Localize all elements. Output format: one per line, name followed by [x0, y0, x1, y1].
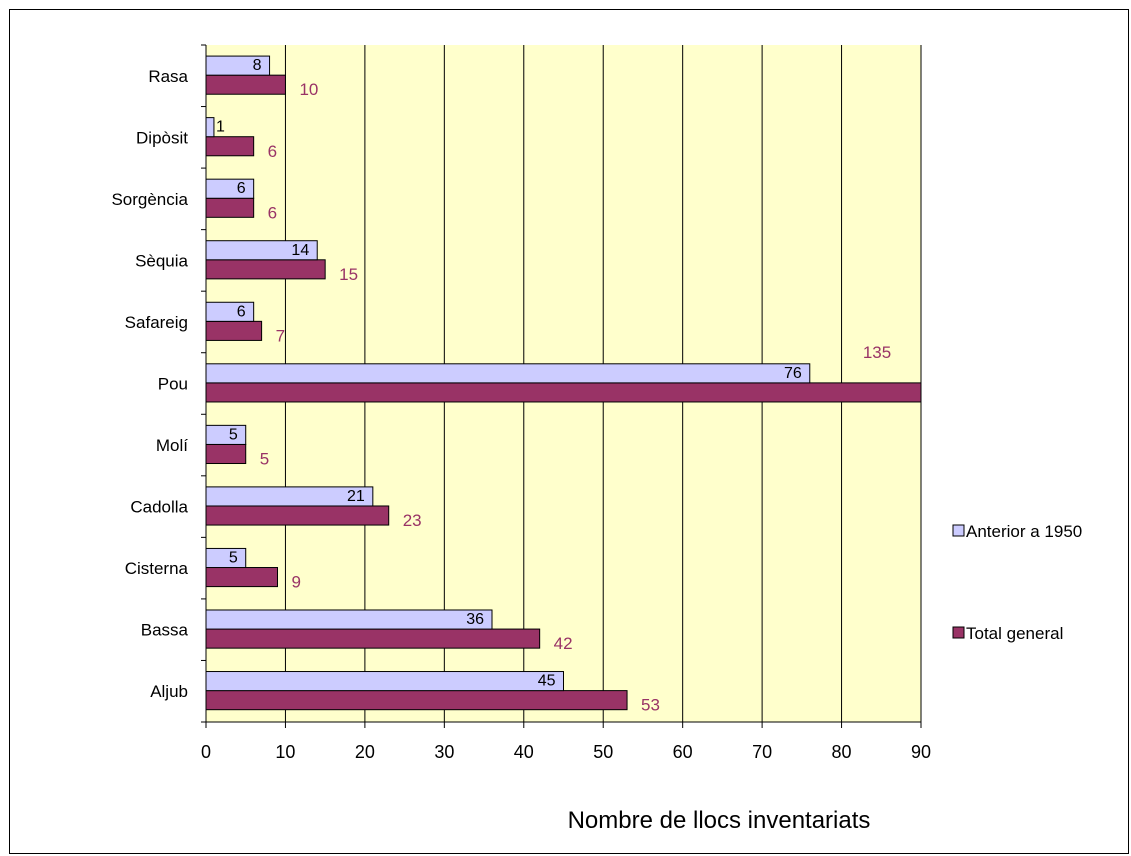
- bar-anterior-1950[interactable]: [206, 672, 564, 691]
- value-label-total: 15: [339, 265, 358, 284]
- value-label-anterior: 5: [229, 550, 238, 567]
- bar-total-general[interactable]: [206, 75, 285, 94]
- value-label-total: 6: [268, 142, 277, 161]
- legend-item-total-swatch: [953, 627, 964, 638]
- bar-anterior-1950[interactable]: [206, 548, 246, 567]
- category-label: Cadolla: [130, 498, 188, 517]
- x-tick-label: 10: [275, 742, 295, 762]
- value-label-anterior: 76: [784, 365, 802, 382]
- category-label: Bassa: [141, 621, 189, 640]
- category-label: Molí: [156, 436, 188, 455]
- bar-total-general[interactable]: [206, 321, 262, 340]
- category-label: Cisterna: [125, 559, 189, 578]
- bar-total-general[interactable]: [206, 137, 254, 156]
- x-tick-label: 50: [593, 742, 613, 762]
- value-label-total: 10: [299, 80, 318, 99]
- x-tick-label: 20: [355, 742, 375, 762]
- bar-total-general[interactable]: [206, 383, 921, 402]
- x-tick-label: 30: [434, 742, 454, 762]
- value-label-anterior: 8: [253, 57, 262, 74]
- bar-anterior-1950[interactable]: [206, 364, 810, 383]
- value-label-anterior: 6: [237, 303, 246, 320]
- category-label: Sorgència: [111, 190, 188, 209]
- value-label-anterior: 6: [237, 180, 246, 197]
- x-tick-label: 0: [201, 742, 211, 762]
- legend-item-anterior-label: Anterior a 1950: [966, 522, 1082, 541]
- value-label-total: 42: [554, 634, 573, 653]
- category-label: Pou: [158, 375, 188, 394]
- x-tick-label: 90: [911, 742, 931, 762]
- value-label-anterior: 14: [291, 242, 309, 259]
- value-label-total: 9: [292, 573, 301, 592]
- category-label: Safareig: [125, 313, 188, 332]
- value-label-anterior: 5: [229, 426, 238, 443]
- x-axis-title: Nombre de llocs inventariats: [568, 807, 871, 834]
- x-tick-label: 70: [752, 742, 772, 762]
- bar-total-general[interactable]: [206, 260, 325, 279]
- value-label-anterior: 45: [538, 673, 556, 690]
- bar-total-general[interactable]: [206, 629, 540, 648]
- bar-total-general[interactable]: [206, 444, 246, 463]
- value-label-anterior: 21: [347, 488, 365, 505]
- bar-total-general[interactable]: [206, 198, 254, 217]
- x-tick-label: 60: [673, 742, 693, 762]
- value-label-total: 135: [863, 343, 891, 362]
- bar-anterior-1950[interactable]: [206, 118, 214, 137]
- value-label-total: 7: [276, 326, 285, 345]
- category-label: Aljub: [150, 682, 188, 701]
- bar-anterior-1950[interactable]: [206, 610, 492, 629]
- legend-item-total-label: Total general: [966, 624, 1063, 643]
- category-label: Dipòsit: [136, 128, 188, 147]
- bar-total-general[interactable]: [206, 691, 627, 710]
- value-label-total: 5: [260, 450, 269, 469]
- bar-total-general[interactable]: [206, 568, 278, 587]
- category-label: Rasa: [148, 67, 188, 86]
- value-label-anterior: 1: [216, 119, 225, 136]
- value-label-total: 6: [268, 203, 277, 222]
- legend-item-anterior-swatch: [953, 525, 964, 536]
- x-tick-label: 80: [832, 742, 852, 762]
- category-label: Sèquia: [135, 251, 188, 270]
- bar-total-general[interactable]: [206, 506, 389, 525]
- value-label-anterior: 36: [466, 611, 484, 628]
- bar-anterior-1950[interactable]: [206, 179, 254, 198]
- bar-anterior-1950[interactable]: [206, 302, 254, 321]
- bar-anterior-1950[interactable]: [206, 425, 246, 444]
- x-tick-label: 40: [514, 742, 534, 762]
- value-label-total: 23: [403, 511, 422, 530]
- value-label-total: 53: [641, 696, 660, 715]
